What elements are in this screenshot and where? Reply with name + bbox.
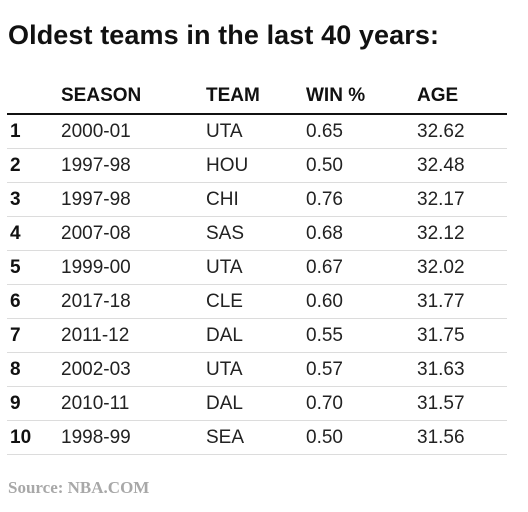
win-pct-cell: 0.55 <box>306 318 417 353</box>
rank-cell: 7 <box>7 318 61 353</box>
header-team: TEAM <box>206 79 306 115</box>
win-pct-cell: 0.68 <box>306 216 417 251</box>
team-cell: DAL <box>206 386 306 421</box>
win-pct-cell: 0.60 <box>306 284 417 319</box>
rank-cell: 10 <box>7 420 61 455</box>
age-cell: 31.63 <box>417 352 507 387</box>
age-cell: 31.77 <box>417 284 507 319</box>
rank-cell: 3 <box>7 182 61 217</box>
team-cell: UTA <box>206 352 306 387</box>
win-pct-cell: 0.76 <box>306 182 417 217</box>
table-row: 10 1998-99 SEA 0.50 31.56 <box>7 420 507 455</box>
team-cell: HOU <box>206 148 306 183</box>
header-season: SEASON <box>61 79 206 115</box>
rank-cell: 9 <box>7 386 61 421</box>
header-age: AGE <box>417 79 507 115</box>
rank-cell: 5 <box>7 250 61 285</box>
win-pct-cell: 0.65 <box>306 114 417 149</box>
table-row: 2 1997-98 HOU 0.50 32.48 <box>7 148 507 183</box>
season-cell: 2017-18 <box>61 284 206 319</box>
rank-cell: 8 <box>7 352 61 387</box>
season-cell: 1998-99 <box>61 420 206 455</box>
table-row: 8 2002-03 UTA 0.57 31.63 <box>7 352 507 387</box>
age-cell: 31.75 <box>417 318 507 353</box>
rank-cell: 1 <box>7 114 61 149</box>
age-cell: 32.48 <box>417 148 507 183</box>
season-cell: 1997-98 <box>61 182 206 217</box>
table-row: 6 2017-18 CLE 0.60 31.77 <box>7 284 507 319</box>
page-title: Oldest teams in the last 40 years: <box>8 20 440 50</box>
age-cell: 31.57 <box>417 386 507 421</box>
table-row: 4 2007-08 SAS 0.68 32.12 <box>7 216 507 251</box>
win-pct-cell: 0.50 <box>306 148 417 183</box>
team-cell: CLE <box>206 284 306 319</box>
win-pct-cell: 0.67 <box>306 250 417 285</box>
age-cell: 32.12 <box>417 216 507 251</box>
table-row: 3 1997-98 CHI 0.76 32.17 <box>7 182 507 217</box>
team-cell: CHI <box>206 182 306 217</box>
team-cell: SEA <box>206 420 306 455</box>
season-cell: 2000-01 <box>61 114 206 149</box>
table-row: 7 2011-12 DAL 0.55 31.75 <box>7 318 507 353</box>
age-cell: 31.56 <box>417 420 507 455</box>
season-cell: 2010-11 <box>61 386 206 421</box>
win-pct-cell: 0.57 <box>306 352 417 387</box>
rank-cell: 2 <box>7 148 61 183</box>
rank-cell: 6 <box>7 284 61 319</box>
table-header-row: SEASON TEAM WIN % AGE <box>7 79 507 115</box>
team-cell: DAL <box>206 318 306 353</box>
table-row: 5 1999-00 UTA 0.67 32.02 <box>7 250 507 285</box>
season-cell: 2007-08 <box>61 216 206 251</box>
win-pct-cell: 0.50 <box>306 420 417 455</box>
season-cell: 1999-00 <box>61 250 206 285</box>
team-cell: SAS <box>206 216 306 251</box>
age-cell: 32.17 <box>417 182 507 217</box>
oldest-teams-table: SEASON TEAM WIN % AGE 1 2000-01 UTA 0.65… <box>7 79 507 455</box>
season-cell: 1997-98 <box>61 148 206 183</box>
header-rank <box>7 79 61 115</box>
team-cell: UTA <box>206 114 306 149</box>
age-cell: 32.02 <box>417 250 507 285</box>
season-cell: 2011-12 <box>61 318 206 353</box>
team-cell: UTA <box>206 250 306 285</box>
source-credit: Source: NBA.COM <box>8 478 150 497</box>
table-row: 9 2010-11 DAL 0.70 31.57 <box>7 386 507 421</box>
header-win-pct: WIN % <box>306 79 417 115</box>
win-pct-cell: 0.70 <box>306 386 417 421</box>
age-cell: 32.62 <box>417 114 507 149</box>
rank-cell: 4 <box>7 216 61 251</box>
season-cell: 2002-03 <box>61 352 206 387</box>
table-row: 1 2000-01 UTA 0.65 32.62 <box>7 114 507 149</box>
